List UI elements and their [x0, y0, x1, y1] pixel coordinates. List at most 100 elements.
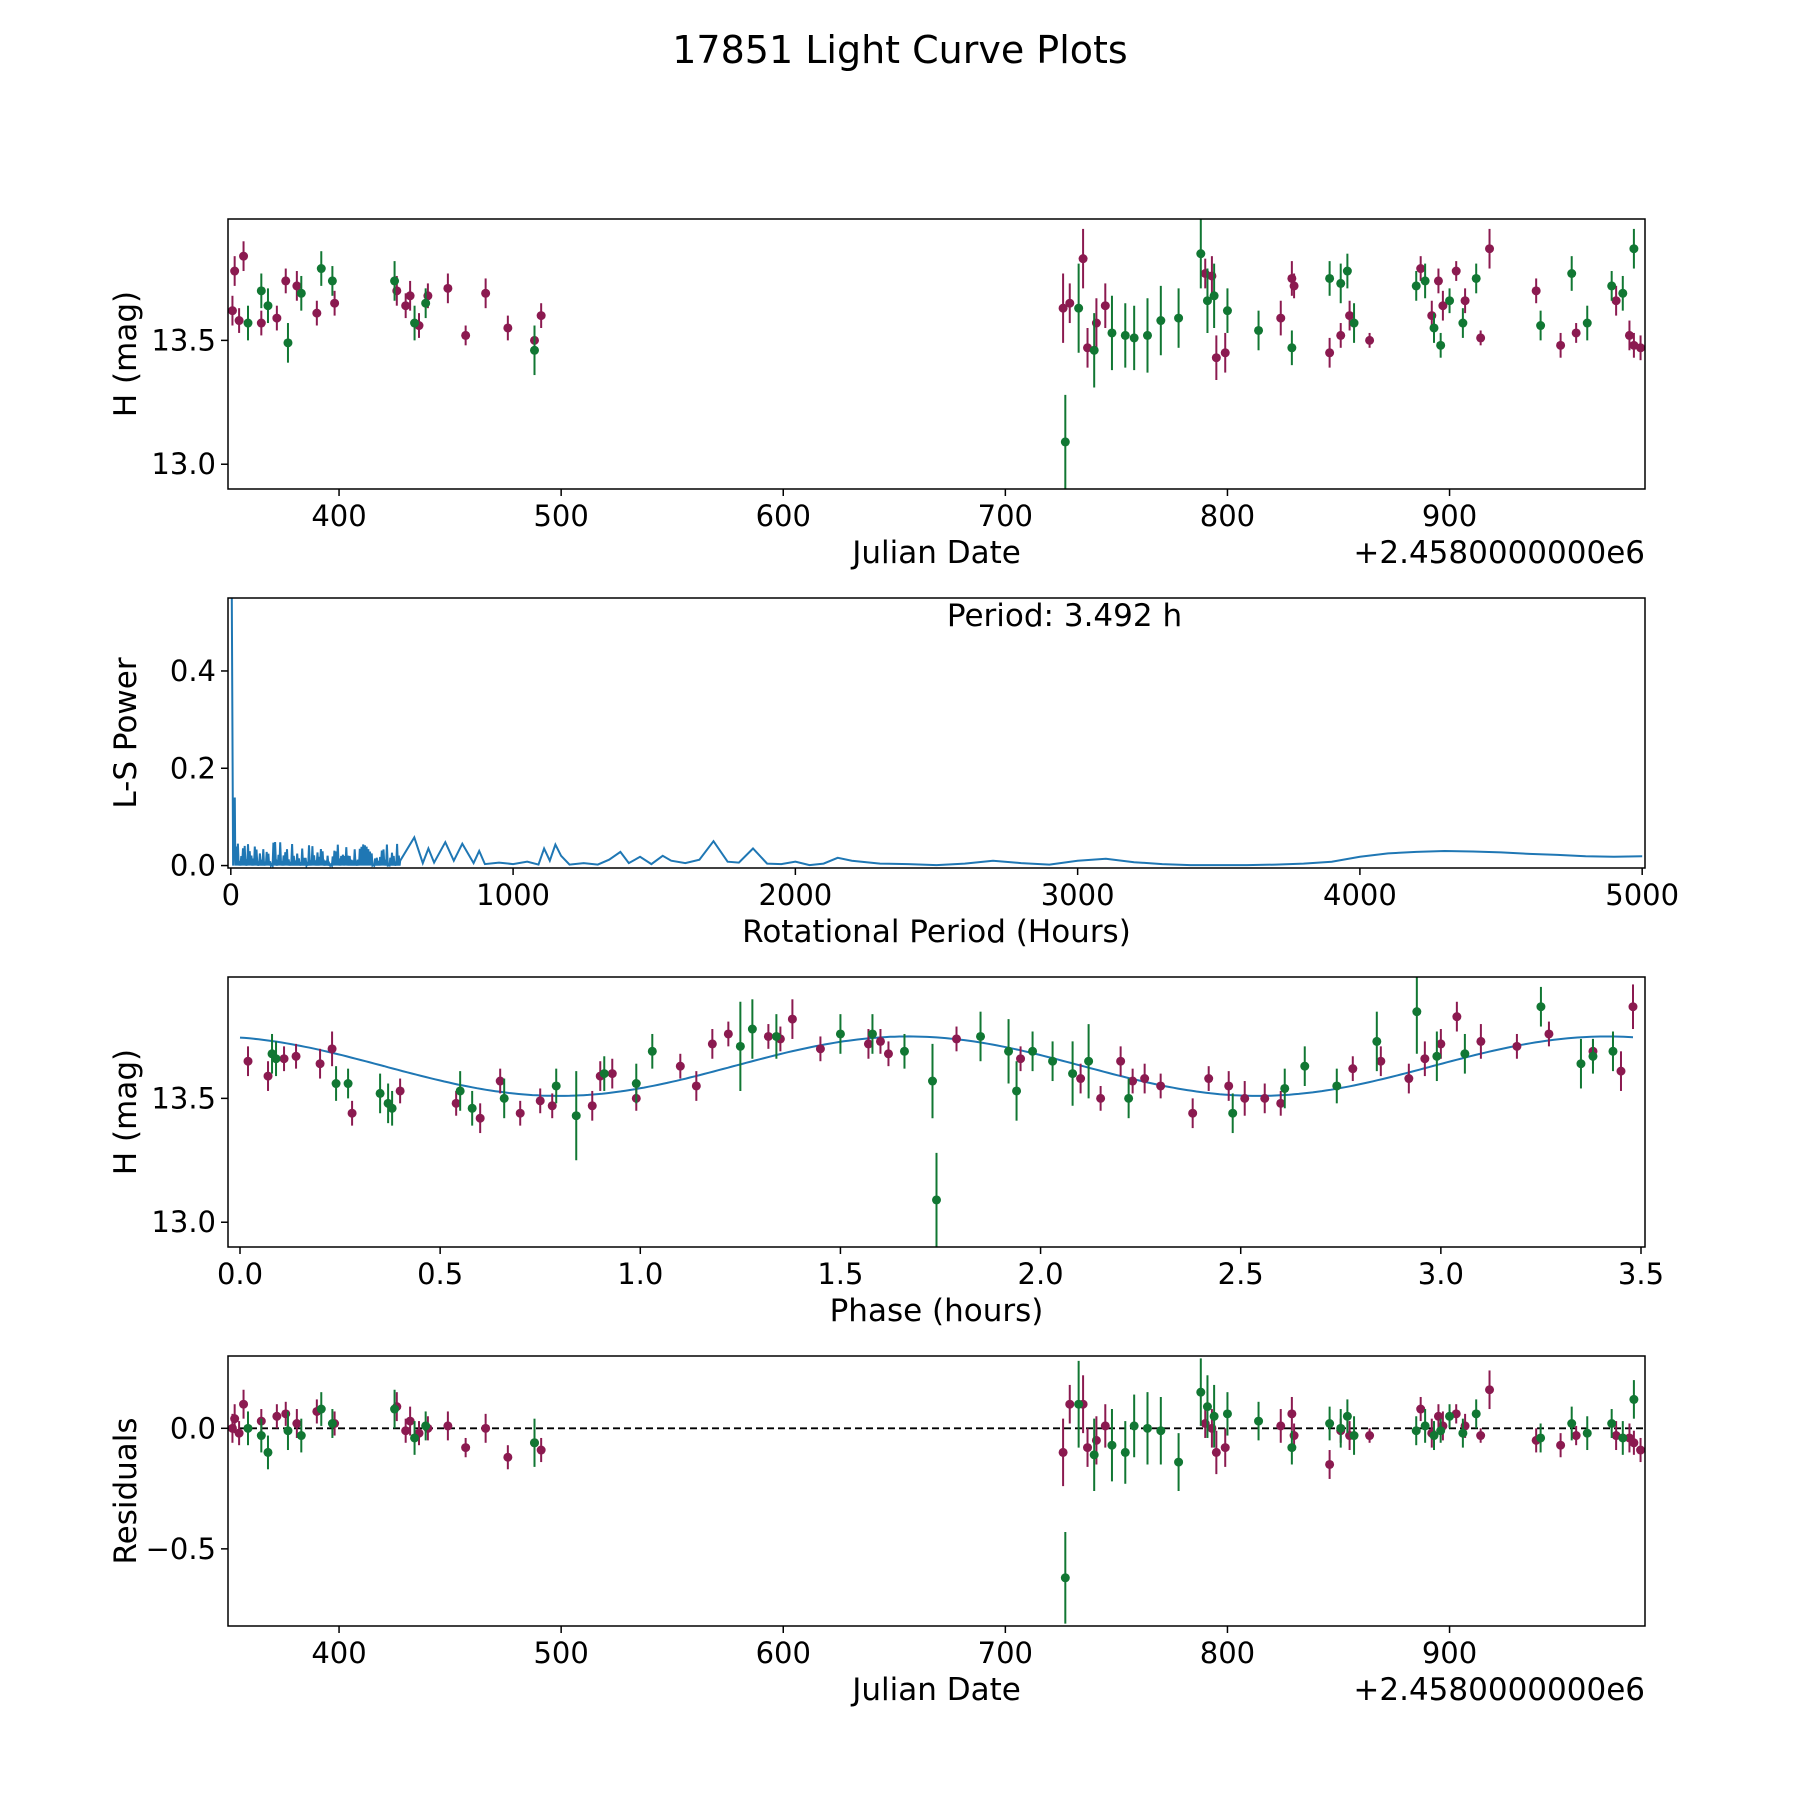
data-point: [1485, 1385, 1495, 1395]
x-tick-label: 400: [311, 499, 366, 533]
x-tick-label: 800: [1200, 1636, 1255, 1670]
data-point: [1209, 1411, 1219, 1421]
data-point: [327, 1419, 337, 1428]
data-point: [1107, 328, 1117, 338]
residuals-data: [228, 1358, 1645, 1624]
data-point: [443, 1421, 453, 1431]
data-point: [1616, 1066, 1626, 1076]
data-point: [234, 1428, 244, 1438]
data-point: [1287, 1443, 1297, 1453]
data-point: [1512, 1041, 1522, 1051]
data-point: [1065, 1399, 1075, 1409]
data-point: [932, 1195, 941, 1205]
data-point: [1287, 1409, 1297, 1419]
data-point: [1416, 264, 1426, 274]
data-point: [1436, 1039, 1446, 1049]
data-point: [499, 1093, 509, 1103]
data-point: [1349, 318, 1359, 328]
series-b: [267, 977, 1618, 1247]
y-axis-label: L-S Power: [108, 657, 144, 808]
data-point: [1060, 437, 1070, 447]
data-point: [331, 1079, 341, 1089]
data-point: [1276, 1421, 1286, 1431]
data-point: [1412, 1007, 1422, 1017]
data-point: [316, 264, 326, 274]
y-tick-label: 13.0: [151, 447, 216, 481]
data-point: [747, 1024, 757, 1034]
data-point: [256, 286, 266, 296]
data-point: [1436, 340, 1446, 350]
x-tick-label: 900: [1422, 1636, 1477, 1670]
data-point: [1411, 281, 1421, 291]
data-point: [1485, 244, 1495, 254]
x-tick-label: 600: [756, 499, 811, 533]
data-point: [1174, 313, 1184, 323]
data-point: [1196, 249, 1206, 259]
data-point: [1211, 1447, 1221, 1457]
data-point: [1420, 276, 1430, 286]
data-point: [1629, 1394, 1639, 1404]
data-point: [1228, 1108, 1238, 1118]
x-axis-label: Rotational Period (Hours): [742, 914, 1131, 950]
data-point: [1636, 1445, 1645, 1455]
data-point: [405, 1416, 415, 1426]
data-point: [1076, 1074, 1086, 1084]
data-point: [467, 1103, 477, 1113]
data-point: [327, 1044, 337, 1054]
x-tick-label: 1000: [476, 878, 550, 912]
data-point: [343, 1079, 353, 1089]
data-point: [1618, 1433, 1628, 1443]
data-point: [1571, 328, 1581, 338]
data-point: [330, 298, 340, 308]
data-point: [234, 316, 244, 326]
data-point: [272, 313, 282, 323]
periodogram-data: [230, 598, 1643, 868]
data-point: [1458, 318, 1468, 328]
data-point: [401, 301, 411, 311]
data-point: [1624, 330, 1634, 340]
data-point: [1471, 1409, 1481, 1419]
data-point: [1445, 1411, 1455, 1421]
data-point: [536, 1445, 546, 1455]
data-point: [451, 1098, 461, 1108]
x-tick-label: 1.0: [617, 1257, 663, 1291]
data-point: [1365, 1431, 1375, 1441]
x-axis-label: Phase (hours): [830, 1293, 1044, 1329]
x-tick-label: 2.0: [1018, 1257, 1064, 1291]
x-tick-label: 4000: [1323, 878, 1397, 912]
data-point: [1636, 343, 1645, 353]
data-point: [1571, 1431, 1581, 1441]
data-point: [390, 276, 400, 286]
data-point: [976, 1031, 986, 1041]
data-point: [1432, 1051, 1442, 1061]
data-point: [1348, 1064, 1358, 1074]
data-point: [410, 318, 420, 328]
data-point: [1460, 296, 1470, 306]
data-point: [515, 1108, 525, 1118]
data-point: [283, 338, 293, 348]
series-a: [243, 984, 1638, 1134]
data-point: [1058, 1447, 1068, 1457]
data-point: [461, 330, 471, 340]
data-point: [421, 298, 431, 308]
data-point: [263, 1447, 273, 1457]
data-point: [1188, 1108, 1198, 1118]
x-tick-label: 900: [1422, 499, 1477, 533]
data-point: [647, 1046, 657, 1056]
y-tick-label: −0.5: [146, 1532, 216, 1566]
data-point: [1365, 335, 1375, 345]
data-point: [1451, 266, 1461, 276]
data-point: [1074, 1399, 1084, 1409]
data-point: [1128, 1076, 1138, 1086]
data-point: [455, 1086, 465, 1096]
data-point: [863, 1039, 873, 1049]
data-point: [292, 281, 302, 291]
data-point: [1531, 286, 1541, 296]
x-tick-label: 1.5: [817, 1257, 863, 1291]
phased-data: [239, 977, 1638, 1247]
series-b: [243, 219, 1639, 489]
lightcurve-frame: [227, 218, 1646, 490]
data-point: [327, 276, 337, 286]
data-point: [1078, 254, 1088, 264]
